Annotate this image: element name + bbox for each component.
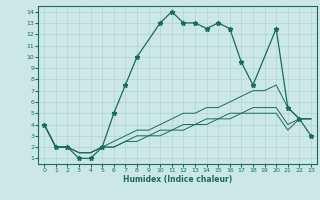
X-axis label: Humidex (Indice chaleur): Humidex (Indice chaleur) [123, 175, 232, 184]
